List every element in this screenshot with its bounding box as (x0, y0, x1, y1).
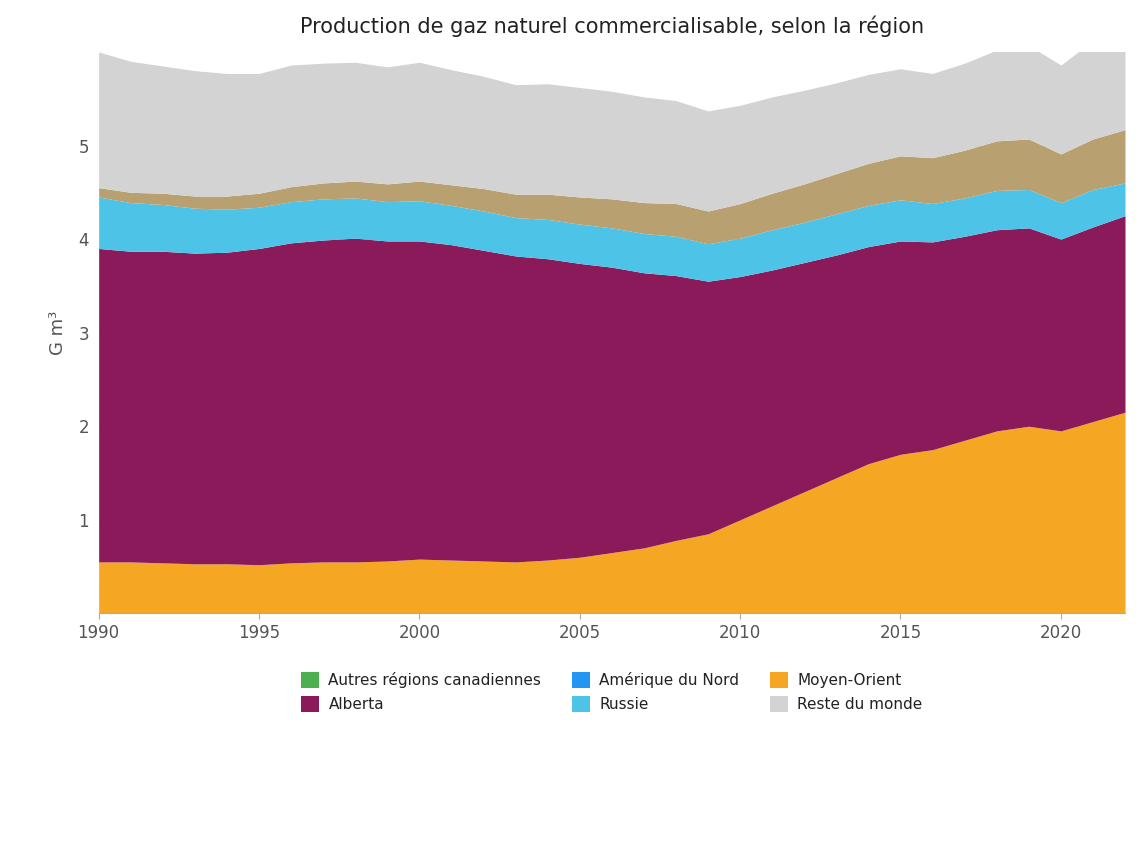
Title: Production de gaz naturel commercialisable, selon la région: Production de gaz naturel commercialisab… (300, 15, 923, 37)
Legend: Autres régions canadiennes, Alberta, Amérique du Nord, Russie, Moyen-Orient, Res: Autres régions canadiennes, Alberta, Amé… (295, 666, 929, 718)
Y-axis label: G m³: G m³ (49, 310, 67, 355)
